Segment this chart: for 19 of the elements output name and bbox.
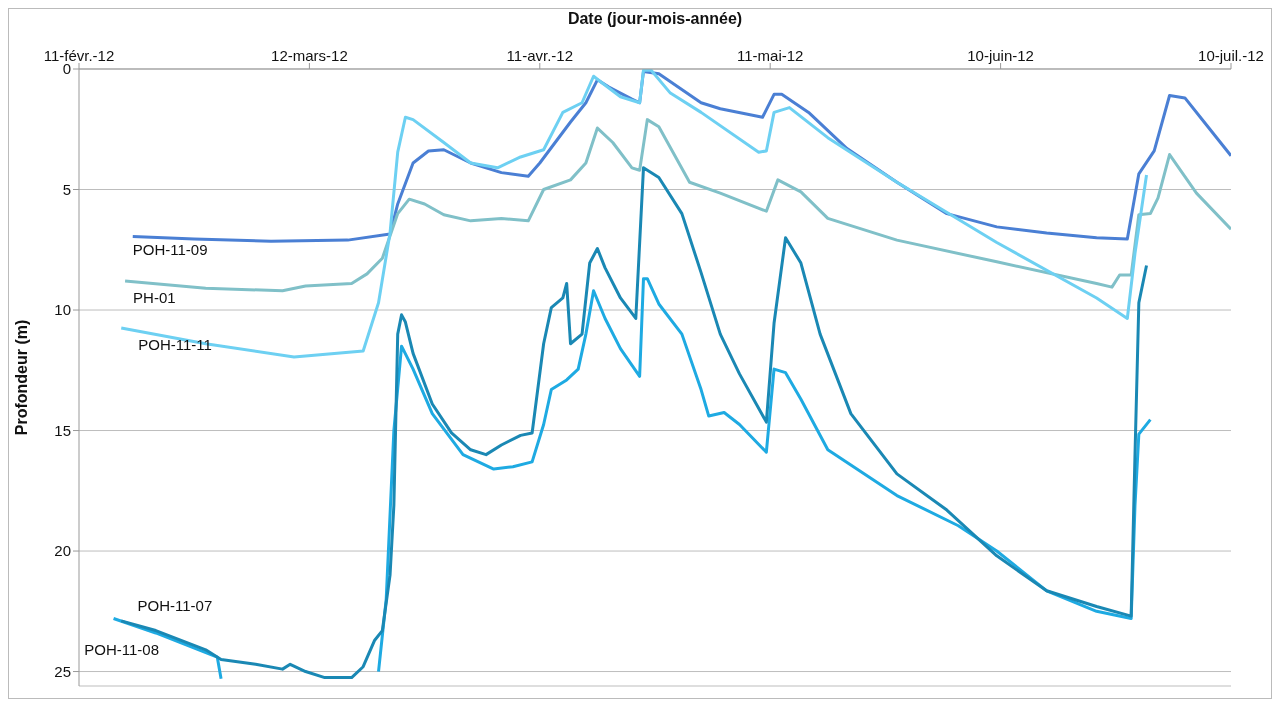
x-tick-label: 11-mai-12 bbox=[736, 47, 804, 64]
series-label: POH-11-08 bbox=[84, 640, 160, 658]
y-tick-label: 25 bbox=[54, 662, 71, 680]
y-tick-label: 5 bbox=[62, 180, 71, 198]
y-tick-label: 15 bbox=[54, 421, 71, 439]
series-label: POH-11-09 bbox=[132, 240, 208, 258]
y-tick-label: 10 bbox=[54, 301, 71, 319]
series-label: POH-11-11 bbox=[138, 336, 212, 354]
x-tick-label: 10-juil.-12 bbox=[1198, 47, 1264, 64]
line-series bbox=[119, 69, 1149, 359]
y-axis-title: Profondeur (m) bbox=[12, 319, 30, 436]
series-label: POH-11-07 bbox=[137, 596, 213, 614]
series-label: PH-01 bbox=[133, 289, 176, 307]
x-tick-label: 12-mars-12 bbox=[271, 47, 348, 64]
y-tick-label: 20 bbox=[54, 542, 71, 560]
x-tick-label: 11-avr.-12 bbox=[506, 47, 574, 64]
x-axis-title: Date (jour-mois-année) bbox=[567, 10, 743, 28]
x-tick-label: 10-juin-12 bbox=[967, 47, 1034, 64]
line-series bbox=[123, 118, 1231, 293]
